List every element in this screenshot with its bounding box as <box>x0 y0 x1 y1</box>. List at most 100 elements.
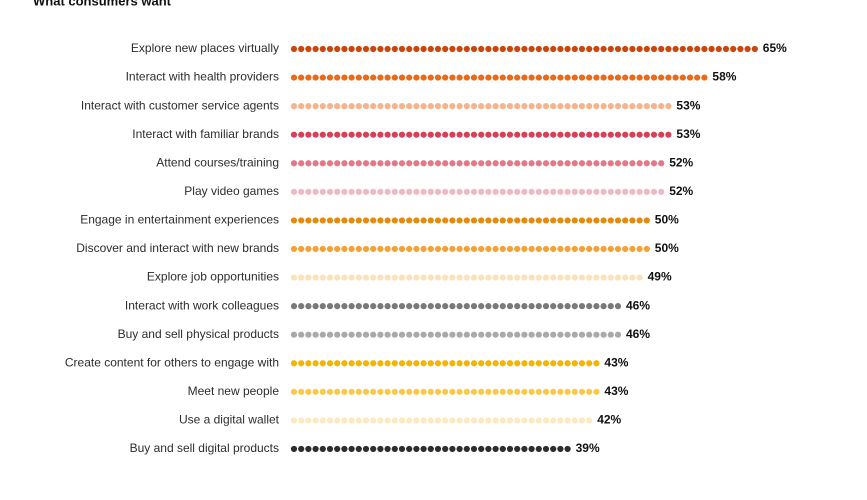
dot <box>485 331 492 338</box>
dot <box>542 103 550 110</box>
dot <box>722 45 730 53</box>
dot <box>298 217 305 224</box>
dot <box>658 45 665 53</box>
dot <box>456 74 463 81</box>
dot <box>535 388 542 395</box>
dot <box>571 360 578 367</box>
category-label: Play video games <box>184 184 279 198</box>
dot <box>442 74 449 81</box>
dot <box>535 74 542 81</box>
dot <box>391 331 398 338</box>
dot <box>658 188 665 195</box>
dot <box>355 74 362 81</box>
dot <box>557 331 564 338</box>
dot <box>427 103 434 110</box>
value-label: 50% <box>655 241 679 255</box>
dot <box>535 103 542 110</box>
dot <box>442 45 449 53</box>
dot <box>290 131 298 138</box>
dot <box>478 445 485 453</box>
dot <box>586 160 593 167</box>
dot <box>600 331 607 338</box>
dot <box>593 274 600 281</box>
dot <box>550 445 557 453</box>
dot <box>571 188 578 195</box>
dot <box>593 74 600 81</box>
value-label: 43% <box>604 355 628 369</box>
dot <box>636 217 643 224</box>
dot <box>528 274 535 281</box>
dot <box>600 103 607 110</box>
dot <box>362 131 370 138</box>
dot <box>665 74 672 81</box>
dot <box>391 417 398 424</box>
dot <box>600 45 607 53</box>
dot <box>348 131 355 138</box>
dot <box>427 360 434 367</box>
dot <box>326 388 334 395</box>
dot <box>290 274 298 281</box>
category-label: Discover and interact with new brands <box>76 241 279 255</box>
dot <box>370 160 377 167</box>
dot <box>305 303 312 310</box>
dot <box>370 245 377 253</box>
dot <box>355 417 362 424</box>
dot <box>442 331 449 338</box>
dot <box>528 445 535 453</box>
dot <box>492 74 499 81</box>
dot <box>334 188 341 195</box>
dot <box>470 274 478 281</box>
dot-bar <box>290 331 622 338</box>
dot <box>514 274 521 281</box>
dot <box>456 445 463 453</box>
dot <box>614 160 622 167</box>
dot <box>744 45 751 53</box>
dot <box>406 360 413 367</box>
dot <box>535 188 542 195</box>
dot <box>686 74 694 81</box>
dot <box>571 417 578 424</box>
dot <box>442 360 449 367</box>
dot <box>406 45 413 53</box>
dot <box>557 160 564 167</box>
dot <box>492 217 499 224</box>
dot <box>528 188 535 195</box>
dot <box>319 45 326 53</box>
dot <box>391 360 398 367</box>
dot <box>312 245 319 253</box>
dot <box>370 274 377 281</box>
dot <box>499 388 506 395</box>
dot <box>341 303 348 310</box>
dot <box>449 274 456 281</box>
dot <box>398 245 406 253</box>
dot <box>362 388 370 395</box>
dot <box>636 274 643 281</box>
dot <box>326 188 334 195</box>
dot <box>528 388 535 395</box>
dot <box>478 188 485 195</box>
dot <box>550 245 557 253</box>
dot <box>319 388 326 395</box>
dot <box>370 74 377 81</box>
dot <box>528 131 535 138</box>
dot <box>449 160 456 167</box>
dot <box>348 103 355 110</box>
dot <box>535 45 542 53</box>
dot <box>607 160 614 167</box>
value-label: 43% <box>604 384 628 398</box>
dot <box>449 188 456 195</box>
dot <box>413 445 420 453</box>
dot <box>362 360 370 367</box>
dot <box>600 245 607 253</box>
dot <box>470 245 478 253</box>
dot <box>514 388 521 395</box>
dot <box>305 274 312 281</box>
dot <box>456 188 463 195</box>
dot <box>427 131 434 138</box>
dot <box>478 245 485 253</box>
dot <box>578 388 586 395</box>
dot <box>370 217 377 224</box>
dot <box>420 45 427 53</box>
dot <box>478 45 485 53</box>
dot <box>528 303 535 310</box>
